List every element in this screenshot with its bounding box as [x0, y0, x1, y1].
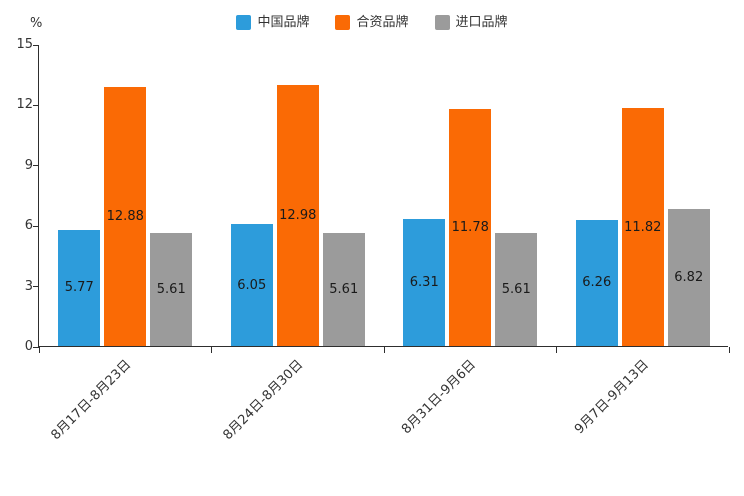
x-tick-mark	[211, 347, 212, 353]
bar-value-label: 6.05	[237, 277, 267, 293]
legend-item-0[interactable]: 中国品牌	[236, 14, 310, 30]
x-category-label: 8月17日-8月23日	[48, 357, 135, 444]
plot-area: 0 3 6 9 12 15 5.77 12.88 5.61 6.05 12.98 5.61 6.31 11…	[16, 37, 730, 354]
x-category-label: 9月7日-9月13日	[571, 357, 652, 438]
bar-1-3: 11.82	[621, 108, 664, 346]
bar-2-0: 5.61	[150, 233, 193, 346]
bar-0-2: 6.31	[403, 218, 446, 346]
y-tick-mark	[33, 286, 39, 288]
x-axis-labels: 8月17日-8月23日 8月24日-8月30日 8月31日-9月6日 9月7日-9月1…	[38, 357, 728, 490]
y-tick-mark	[33, 104, 39, 106]
legend-item-label: 合资品牌	[356, 14, 409, 30]
y-tick-mark	[33, 44, 39, 46]
bar-value-label: 5.61	[329, 282, 359, 298]
y-tick-label: 9	[24, 157, 33, 173]
bar-value-label: 5.61	[156, 282, 186, 298]
y-tick-label: 15	[16, 37, 33, 52]
bar-1-2: 11.78	[449, 108, 492, 346]
legend-item-1[interactable]: 合资品牌	[335, 14, 409, 30]
bar-0-0: 5.77	[58, 229, 101, 346]
y-tick-mark	[33, 165, 39, 167]
legend-swatch-icon	[335, 14, 351, 30]
x-tick-mark	[556, 347, 557, 353]
bar-2-1: 5.61	[322, 233, 365, 346]
y-tick-label: 3	[24, 278, 33, 294]
x-tick-mark	[728, 347, 730, 353]
x-tick-mark	[383, 347, 385, 353]
y-axis-unit-label: %	[30, 16, 43, 31]
bar-value-label: 5.61	[501, 282, 531, 298]
x-category-label: 8月24日-8月30日	[220, 357, 307, 444]
bar-value-label: 11.82	[624, 219, 662, 235]
y-tick-mark	[33, 346, 39, 348]
bar-value-label: 6.31	[409, 274, 439, 290]
bar-1-0: 12.88	[104, 86, 147, 346]
bar-value-label: 11.78	[451, 219, 489, 235]
bar-1-1: 12.98	[276, 84, 319, 346]
chart-legend: 中国品牌 合资品牌 进口品牌	[0, 12, 744, 32]
legend-item-label: 进口品牌	[455, 14, 508, 30]
bar-value-label: 12.98	[279, 207, 317, 223]
y-tick-mark	[33, 225, 39, 227]
bar-2-2: 5.61	[495, 233, 538, 346]
legend-swatch-icon	[434, 14, 450, 30]
bar-value-label: 6.82	[674, 269, 704, 285]
y-tick-label: 6	[24, 218, 33, 234]
bar-value-label: 6.26	[582, 275, 612, 291]
legend-item-2[interactable]: 进口品牌	[434, 14, 508, 30]
y-tick-label: 0	[24, 339, 33, 354]
bar-0-1: 6.05	[230, 224, 273, 346]
bar-0-3: 6.26	[575, 219, 618, 346]
bar-2-3: 6.82	[667, 208, 710, 346]
x-tick-mark	[38, 347, 40, 353]
x-category-label: 8月31日-9月6日	[399, 357, 480, 438]
legend-swatch-icon	[236, 14, 252, 30]
bar-value-label: 5.77	[64, 280, 94, 296]
bar-value-label: 12.88	[106, 208, 144, 224]
y-tick-label: 12	[16, 97, 33, 113]
legend-item-label: 中国品牌	[257, 14, 310, 30]
